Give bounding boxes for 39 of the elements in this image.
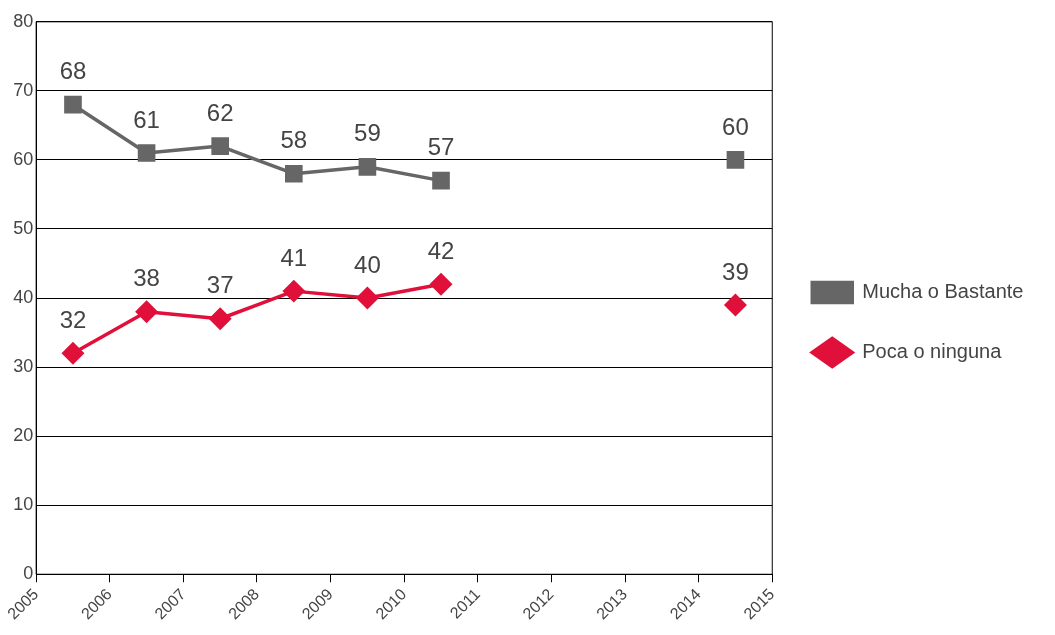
point [209, 308, 231, 330]
y-tick-label: 30 [13, 356, 34, 377]
data-label: 42 [427, 236, 455, 264]
data-label: 41 [280, 243, 308, 271]
point [726, 151, 745, 169]
y-tick-label: 10 [13, 494, 34, 515]
data-label: 38 [133, 264, 160, 292]
point [284, 164, 303, 183]
data-label: 37 [206, 271, 234, 299]
y-tick-label: 40 [13, 287, 34, 307]
point [283, 280, 305, 302]
legend-label: Mucha o Bastante [862, 280, 1024, 303]
data-label: 60 [722, 112, 749, 140]
data-label: 58 [280, 126, 308, 154]
point [64, 95, 82, 114]
y-tick-label: 0 [23, 563, 34, 584]
point [62, 342, 84, 365]
y-tick-label: 20 [13, 425, 34, 446]
y-tick-label: 80 [13, 10, 34, 31]
data-label: 57 [427, 133, 455, 161]
point [137, 144, 156, 162]
point [135, 301, 158, 323]
y-tick-label: 50 [13, 217, 34, 238]
y-tick-label: 70 [13, 79, 34, 100]
point [724, 294, 747, 316]
data-label: 32 [59, 305, 87, 333]
point [358, 158, 377, 176]
legend-label: Poca o ninguna [862, 340, 1003, 363]
data-label: 40 [354, 250, 381, 278]
data-label: 59 [354, 119, 381, 147]
point [432, 171, 450, 190]
point [356, 287, 379, 309]
data-label: 68 [59, 57, 87, 85]
point [430, 273, 452, 295]
data-label: 61 [133, 105, 160, 133]
data-label: 62 [206, 98, 234, 126]
point [211, 137, 230, 155]
y-tick-label: 60 [13, 148, 34, 169]
data-label: 39 [722, 257, 749, 285]
